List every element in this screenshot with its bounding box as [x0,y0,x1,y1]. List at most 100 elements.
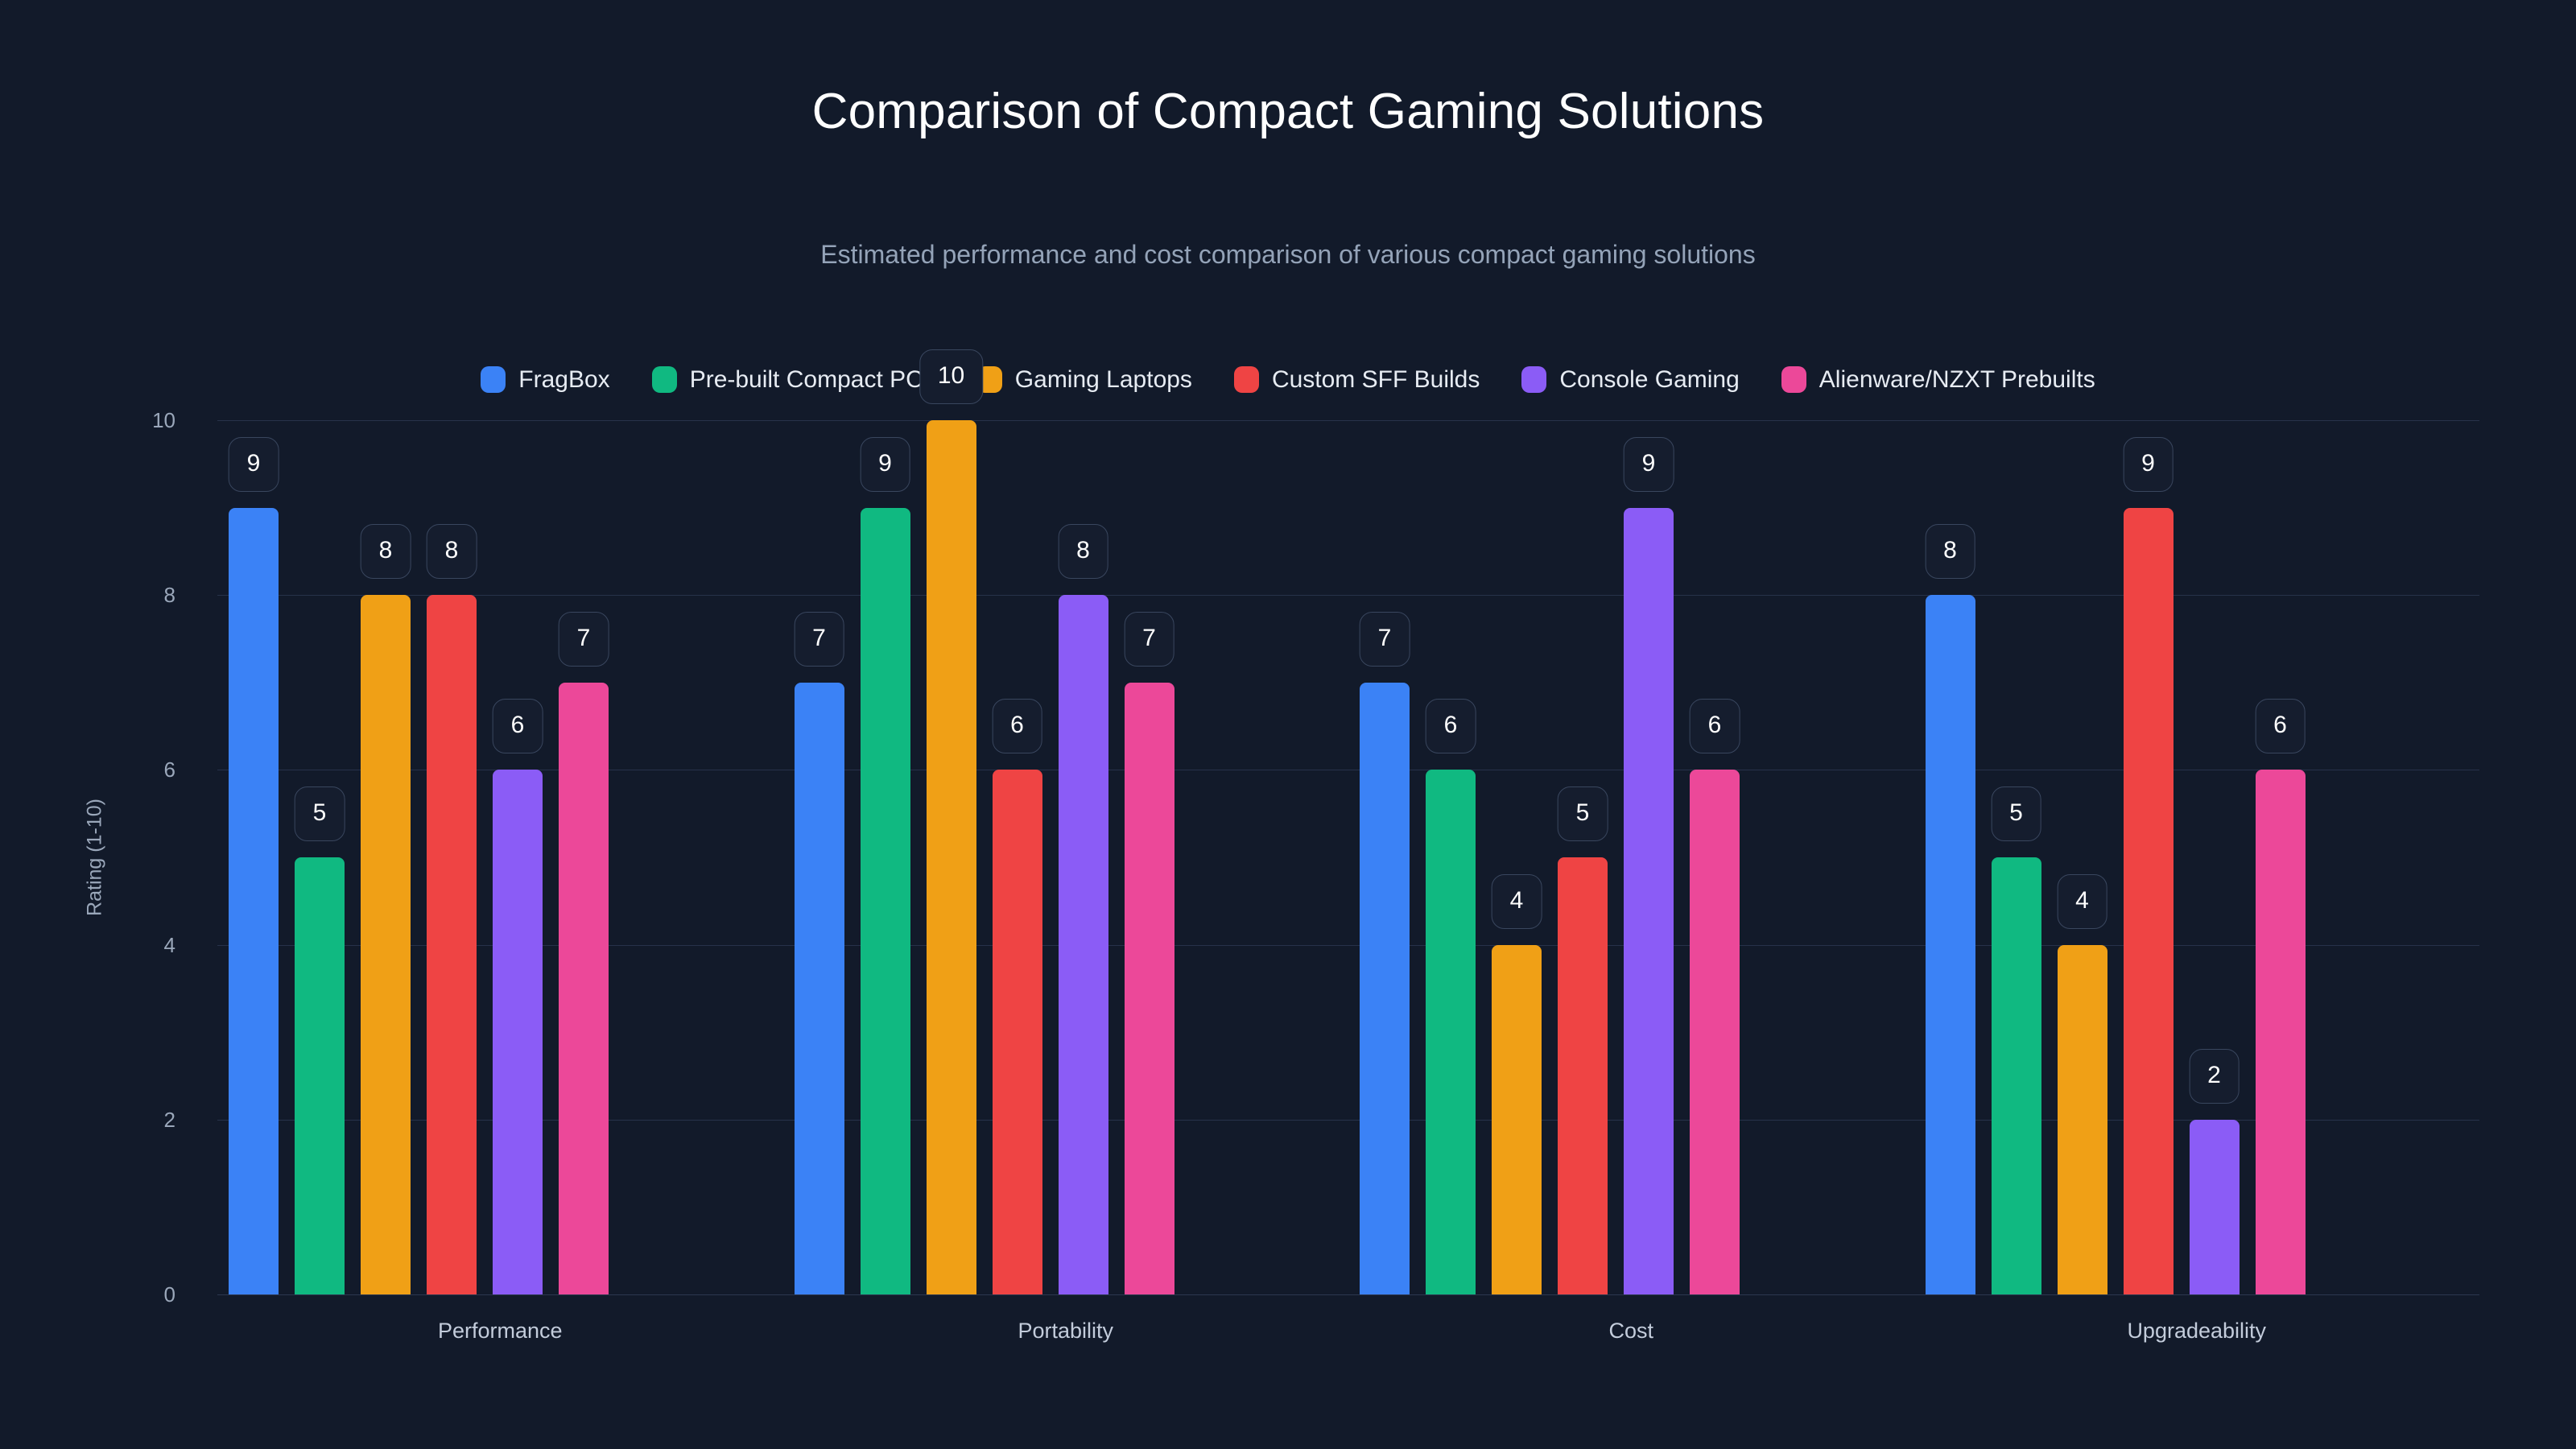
bar-value-label: 7 [794,611,844,667]
x-axis-category-label: Portability [1018,1319,1114,1343]
y-axis-tick-label: 0 [163,1282,175,1307]
bar-value-label: 9 [228,436,279,492]
legend-item[interactable]: Gaming Laptops [976,365,1192,393]
bar[interactable] [1124,682,1174,1294]
bar-column[interactable]: 6 [1689,420,1740,1294]
bar-value-label: 7 [1124,611,1174,667]
bar-column[interactable]: 7 [1124,420,1174,1294]
bar-column[interactable]: 5 [294,420,345,1294]
x-axis-category-label: Upgradeability [2127,1319,2267,1343]
bar[interactable] [1492,944,1542,1294]
bar-value-label: 10 [919,349,984,404]
bar-value-label: 6 [1689,699,1740,754]
bar[interactable] [860,507,910,1294]
bar-column[interactable]: 8 [1925,420,1975,1294]
bar-column[interactable]: 9 [228,420,279,1294]
bar-column[interactable]: 8 [360,420,411,1294]
legend-swatch-icon [481,366,506,393]
bar-value-label: 5 [1991,786,2041,841]
legend-item-label: Pre-built Compact PCs [689,365,935,393]
legend-item[interactable]: Alienware/NZXT Prebuilts [1781,366,2095,393]
bar[interactable] [427,595,477,1294]
bar[interactable] [361,595,411,1294]
bar-column[interactable]: 7 [794,420,844,1294]
bar-value-label: 9 [1623,436,1674,492]
bar-column[interactable]: 6 [2255,420,2306,1294]
bar[interactable] [992,770,1042,1294]
bar[interactable] [2123,507,2174,1294]
legend-swatch-icon [1233,366,1259,393]
bar-column[interactable]: 8 [426,420,477,1294]
bar-column[interactable]: 4 [1491,420,1542,1294]
y-axis-tick-label: 6 [163,758,175,782]
bar[interactable] [2057,944,2107,1294]
bar[interactable] [1991,857,2041,1294]
legend-item[interactable]: Custom SFF Builds [1233,365,1480,393]
bar-value-label: 8 [360,524,411,580]
y-axis-tick-label: 2 [163,1107,175,1132]
bar-value-label: 4 [2057,873,2107,929]
bar-column[interactable]: 10 [919,349,984,1294]
bar-value-label: 8 [1058,524,1108,580]
bar-column[interactable]: 6 [992,420,1042,1294]
plot-area: 9 5 8 8 6 7 7 9 10 6 8 7 7 6 4 5 9 6 8 5 4 9 2 6 [217,349,2480,1295]
chart-legend: FragBox Pre-built Compact PCs Gaming Lapto… [0,366,2576,393]
bar[interactable] [2255,770,2306,1294]
gridline [217,420,2479,421]
bar-column[interactable]: 6 [492,420,543,1294]
bar-value-label: 8 [426,524,477,580]
bar[interactable] [1426,770,1476,1294]
bar-column[interactable]: 6 [1425,420,1476,1294]
bar[interactable] [926,420,976,1294]
bar-column[interactable]: 7 [558,420,609,1294]
legend-item[interactable]: Pre-built Compact PCs [651,365,935,393]
bar-column[interactable]: 2 [2189,420,2240,1294]
legend-item[interactable]: Console Gaming [1521,365,1740,393]
bar-value-label: 6 [992,699,1042,754]
legend-item-label: Console Gaming [1559,365,1740,393]
gridline [217,944,2479,946]
bar[interactable] [1558,857,1608,1294]
legend-swatch-icon [1521,366,1547,393]
legend-swatch-icon [1781,366,1806,393]
bar[interactable] [1624,507,1674,1294]
bar-column[interactable]: 8 [1058,420,1108,1294]
bar-group: 7 9 10 6 8 7 [783,349,1349,1294]
bar[interactable] [229,507,279,1294]
bar-value-label: 6 [492,699,543,754]
bar-column[interactable]: 9 [1623,420,1674,1294]
bar[interactable] [559,682,609,1294]
bar[interactable] [1058,595,1108,1294]
y-axis-tick-label: 8 [163,583,175,608]
bar-value-label: 5 [294,786,345,841]
bar[interactable] [1690,770,1740,1294]
bar[interactable] [493,770,543,1294]
bar-value-label: 6 [2255,699,2306,754]
gridline [217,1119,2479,1121]
gridline [217,595,2479,597]
bar-column[interactable]: 7 [1359,420,1410,1294]
bar-column[interactable]: 9 [2123,420,2174,1294]
legend-item[interactable]: FragBox [481,365,610,393]
bar-column[interactable]: 5 [1991,420,2041,1294]
legend-item-label: Gaming Laptops [1014,365,1192,393]
legend-item-label: Custom SFF Builds [1271,365,1480,393]
bar-column[interactable]: 4 [2057,420,2107,1294]
bar[interactable] [1360,682,1410,1294]
bar[interactable] [295,857,345,1294]
bar[interactable] [794,682,844,1294]
bar[interactable] [2189,1119,2240,1294]
bar-value-label: 8 [1925,524,1975,580]
bar[interactable] [1925,595,1975,1294]
page-title: Comparison of Compact Gaming Solutions [811,84,1765,139]
legend-item-label: FragBox [518,365,610,393]
legend-item-label: Alienware/NZXT Prebuilts [1818,365,2095,393]
y-axis-tick-label: 4 [163,932,175,957]
bar-column[interactable]: 9 [860,420,910,1294]
bar-column[interactable]: 5 [1557,420,1608,1294]
